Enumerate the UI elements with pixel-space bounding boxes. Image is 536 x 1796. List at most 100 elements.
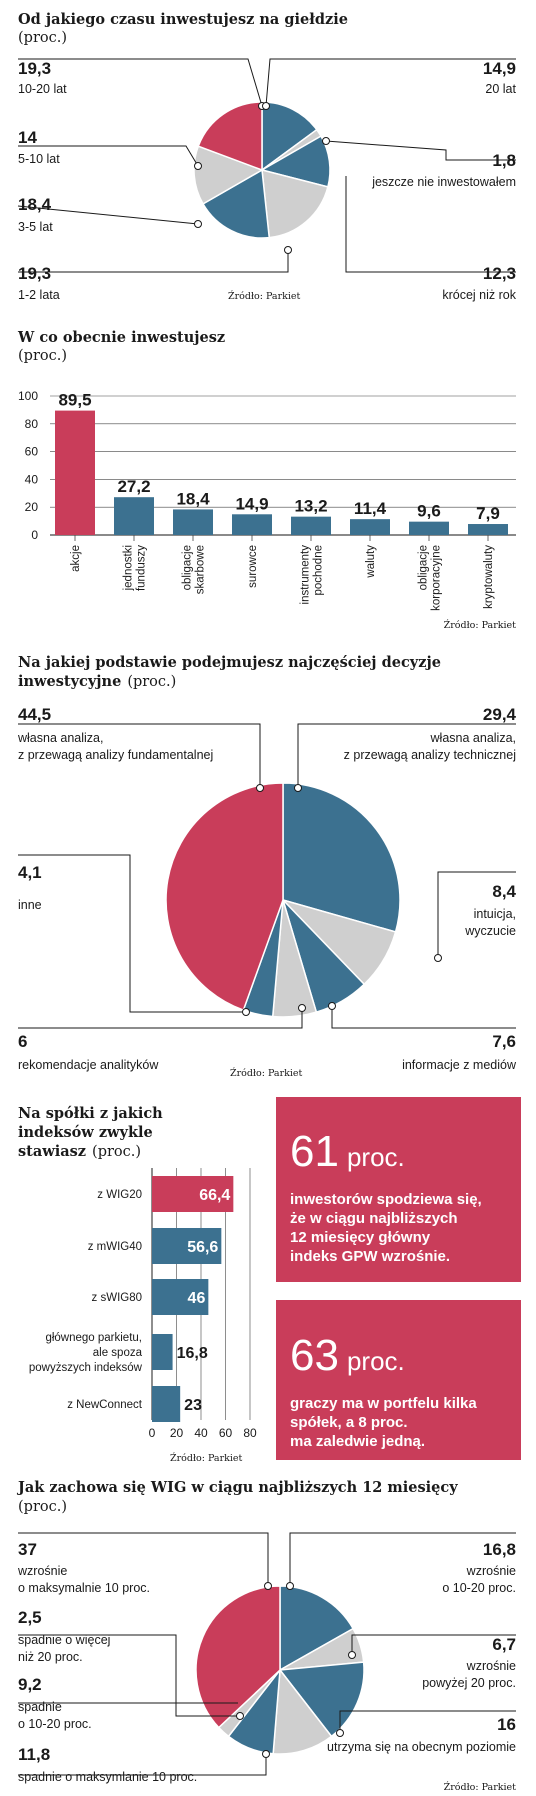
pie-slice bbox=[272, 1668, 333, 1755]
slice-label: inne bbox=[18, 898, 42, 912]
leader-line bbox=[345, 176, 516, 273]
bar bbox=[152, 1279, 209, 1315]
category-labels: akcje jednostkifunduszy obligacjeskarbowe s… bbox=[70, 545, 495, 611]
bar bbox=[152, 1176, 234, 1212]
value-label: 37 bbox=[18, 1540, 37, 1559]
slice-label: niż 20 proc. bbox=[18, 1650, 83, 1664]
value-label: 14 bbox=[18, 128, 37, 147]
slice-label: utrzyma się na obecnym poziomie bbox=[327, 1740, 516, 1754]
bar-value-label: 23 bbox=[184, 1397, 202, 1414]
category-label: głównego parkietu, ale spoza powyższych in… bbox=[29, 1332, 143, 1374]
leader-line bbox=[351, 1634, 516, 1655]
leader-line bbox=[289, 1532, 516, 1586]
leader-line bbox=[18, 145, 199, 167]
bar bbox=[232, 514, 272, 535]
slice-label: jeszcze nie inwestowałem bbox=[371, 175, 516, 189]
slice-label: 20 lat bbox=[485, 82, 516, 96]
leader-dot bbox=[328, 1002, 336, 1010]
pie-chart-invest-duration: Od jakiego czasu inwestujesz na giełdzie… bbox=[17, 11, 517, 302]
bar-value-label: 14,9 bbox=[235, 494, 268, 513]
slice-label: powyżej 20 proc. bbox=[422, 1676, 516, 1690]
slice-label: spadnie o więcej bbox=[18, 1633, 110, 1647]
y-tick-label: 100 bbox=[18, 389, 38, 403]
slice-label: 10-20 lat bbox=[18, 82, 67, 96]
chart-title-line2: inwestycyjne (proc.) bbox=[18, 673, 176, 690]
category-label: z mWIG40 bbox=[88, 1241, 142, 1253]
stat-headline: 61 proc. bbox=[290, 1127, 405, 1176]
slice-label: informacje z mediów bbox=[402, 1058, 517, 1072]
value-label: 8,4 bbox=[492, 882, 516, 901]
bar bbox=[55, 410, 95, 535]
leader-dot bbox=[256, 784, 264, 792]
y-tick-label: 60 bbox=[25, 445, 39, 459]
pie-slice bbox=[261, 169, 329, 239]
bar-value-label: 13,2 bbox=[294, 497, 327, 516]
leader-line bbox=[437, 871, 516, 958]
slice-label: z przewagą analizy fundamentalnej bbox=[18, 748, 213, 762]
value-label: 1,8 bbox=[492, 151, 516, 170]
slice-label: własna analiza, bbox=[17, 731, 103, 745]
bar-value-label: 66,4 bbox=[199, 1187, 230, 1204]
pie-slices bbox=[165, 782, 401, 1018]
pie-slice bbox=[165, 782, 284, 1012]
bar bbox=[409, 521, 449, 535]
bar-value-label: 89,5 bbox=[58, 391, 91, 410]
leader-line bbox=[18, 1634, 240, 1717]
leader-line bbox=[325, 140, 516, 161]
bar-value-label: 27,2 bbox=[117, 477, 150, 496]
slice-label: intuicja, bbox=[474, 907, 516, 921]
leader-dot bbox=[336, 1729, 344, 1737]
chart-title: Na spółki z jakich bbox=[18, 1105, 163, 1122]
pie-slice bbox=[279, 1585, 355, 1672]
leader-dot bbox=[262, 1750, 270, 1758]
category-label: jednostkifunduszy bbox=[123, 545, 148, 592]
y-tick-label: 40 bbox=[25, 472, 39, 486]
bar bbox=[152, 1386, 181, 1422]
pie-slice bbox=[282, 782, 401, 933]
value-label: 7,6 bbox=[492, 1032, 516, 1051]
slice-label: o maksymalnie 10 proc. bbox=[18, 1581, 150, 1595]
source-note: Źródło: Parkiet bbox=[230, 1067, 303, 1079]
stat-box-63: 63 proc. graczy ma w portfelu kilka spółe… bbox=[276, 1300, 521, 1460]
leader-dot bbox=[294, 784, 302, 792]
leader-line bbox=[18, 1754, 267, 1776]
category-label: instrumentypochodne bbox=[300, 545, 325, 605]
leader-dot bbox=[262, 102, 270, 110]
stat-text: spółek, a 8 proc. bbox=[290, 1414, 408, 1431]
leader-dot bbox=[298, 1004, 306, 1012]
bar bbox=[350, 519, 390, 535]
pie-slice bbox=[195, 1585, 281, 1729]
value-label: 12,3 bbox=[483, 264, 516, 283]
stat-box-background bbox=[276, 1097, 521, 1282]
leader-dot bbox=[264, 1582, 272, 1590]
value-label: 2,5 bbox=[18, 1608, 42, 1627]
bar-value-label: 56,6 bbox=[187, 1239, 218, 1256]
pie-slice bbox=[202, 168, 271, 239]
pie-slice bbox=[261, 101, 318, 172]
leader-line bbox=[17, 205, 199, 225]
value-label: 4,1 bbox=[18, 863, 42, 882]
category-label: obligacjekorporacyjne bbox=[418, 545, 443, 611]
bar-value-label: 7,9 bbox=[476, 504, 500, 523]
x-tick-label: 20 bbox=[170, 1426, 184, 1440]
pie-slices bbox=[195, 1585, 365, 1755]
x-tick-label: 60 bbox=[219, 1426, 233, 1440]
slice-label: wzrośnie bbox=[466, 1564, 516, 1578]
source-note: Źródło: Parkiet bbox=[444, 619, 517, 631]
hbar-chart-indices: Na spółki z jakich indeksów zwykle stawi… bbox=[18, 1105, 257, 1464]
bars: 66,4 56,6 46 16,8 23 bbox=[152, 1176, 234, 1422]
value-label: 19,3 bbox=[18, 264, 51, 283]
stat-text: ma zaledwie jedną. bbox=[290, 1433, 425, 1450]
leader-line bbox=[18, 1532, 269, 1586]
bar bbox=[152, 1228, 222, 1264]
slice-label: 3-5 lat bbox=[18, 220, 53, 234]
category-label: waluty bbox=[365, 545, 377, 579]
chart-subtitle: (proc.) bbox=[18, 30, 67, 46]
leader-dot bbox=[236, 1712, 244, 1720]
chart-title: Jak zachowa się WIG w ciągu najbliższych… bbox=[16, 1479, 458, 1496]
slice-label: wyczucie bbox=[464, 924, 516, 938]
category-label: z sWIG80 bbox=[92, 1292, 142, 1304]
source-note: Źródło: Parkiet bbox=[170, 1452, 243, 1464]
bar-value-label: 11,4 bbox=[354, 499, 387, 518]
